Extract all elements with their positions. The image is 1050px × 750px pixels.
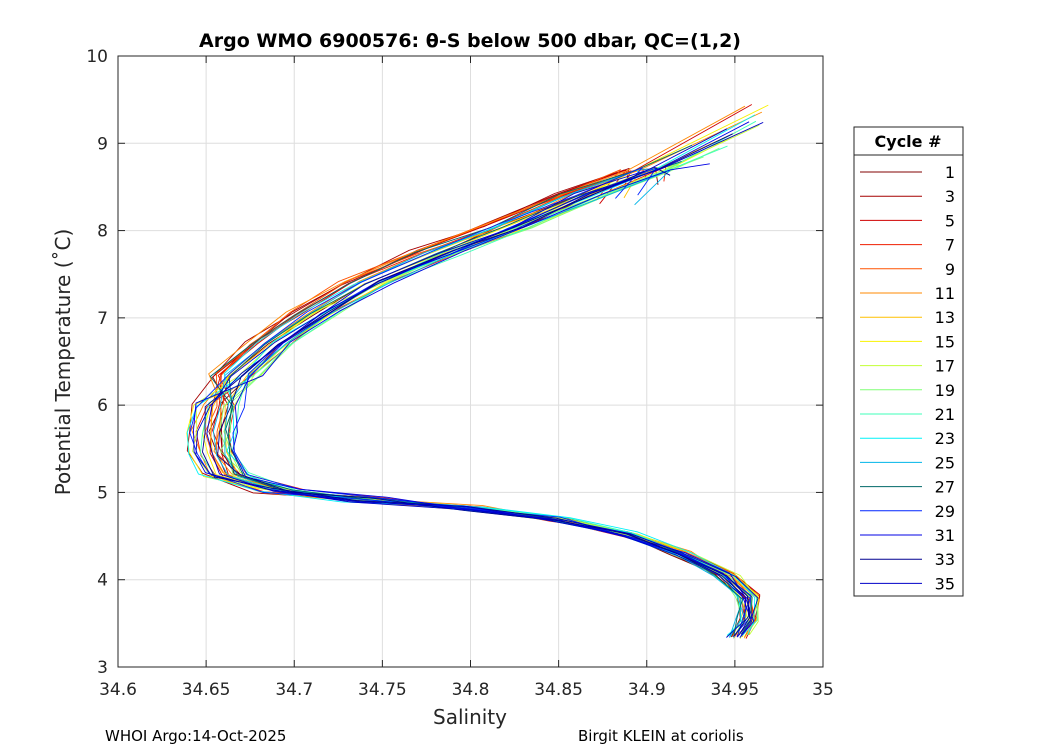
legend-label: 15 (935, 332, 955, 351)
series-line-cycle-23 (223, 169, 747, 636)
y-tick-label: 9 (97, 134, 108, 154)
legend-label: 19 (935, 381, 955, 400)
x-tick-label: 34.95 (711, 680, 760, 700)
legend-label: 31 (935, 526, 955, 545)
legend-label: 3 (945, 187, 955, 206)
y-axis-label: Potential Temperature (˚C) (51, 229, 75, 496)
legend-label: 17 (935, 357, 955, 376)
series-lines (186, 104, 769, 640)
y-tick-label: 7 (97, 309, 108, 329)
footer-right: Birgit KLEIN at coriolis (578, 727, 744, 745)
x-tick-label: 34.75 (358, 680, 407, 700)
x-tick-label: 35 (812, 680, 834, 700)
series-line-cycle-31 (193, 163, 753, 636)
legend-label: 1 (945, 163, 955, 182)
legend-title: Cycle # (875, 132, 942, 151)
y-tick-label: 6 (97, 396, 108, 416)
x-tick-label: 34.65 (182, 680, 231, 700)
legend-label: 9 (945, 260, 955, 279)
legend-label: 33 (935, 550, 955, 569)
legend-label: 23 (935, 429, 955, 448)
series-line-cycle-25 (224, 169, 744, 638)
x-tick-label: 34.9 (628, 680, 666, 700)
legend-label: 13 (935, 308, 955, 327)
y-tick-label: 8 (97, 222, 108, 242)
series-line-cycle-35 (206, 128, 747, 638)
y-tick-label: 4 (97, 571, 108, 591)
legend-label: 21 (935, 405, 955, 424)
x-axis-label: Salinity (433, 705, 507, 729)
series-line-cycle-31 (232, 121, 755, 638)
series-line-cycle-33 (217, 133, 749, 637)
footer-left: WHOI Argo:14-Oct-2025 (105, 727, 286, 745)
x-tick-label: 34.85 (534, 680, 583, 700)
legend-label: 27 (935, 478, 955, 497)
legend-label: 35 (935, 574, 955, 593)
chart-title: Argo WMO 6900576: θ-S below 500 dbar, QC… (199, 30, 741, 52)
x-axis: 34.6 34.65 34.7 34.75 34.8 34.85 34.9 34.95 35 (99, 56, 834, 700)
legend-label: 29 (935, 502, 955, 521)
y-axis: 3 4 5 6 7 8 9 10 (86, 47, 823, 678)
series-line-cycle-35 (195, 121, 764, 638)
legend-label: 7 (945, 236, 955, 255)
legend-label: 11 (935, 284, 955, 303)
x-tick-label: 34.8 (452, 680, 490, 700)
legend-box (853, 126, 964, 597)
x-tick-label: 34.6 (99, 680, 137, 700)
y-tick-label: 10 (86, 47, 108, 67)
y-tick-label: 3 (97, 658, 108, 678)
legend-label: 25 (935, 453, 955, 472)
legend-label: 5 (945, 211, 955, 230)
y-tick-label: 5 (97, 483, 108, 503)
x-tick-label: 34.7 (275, 680, 313, 700)
